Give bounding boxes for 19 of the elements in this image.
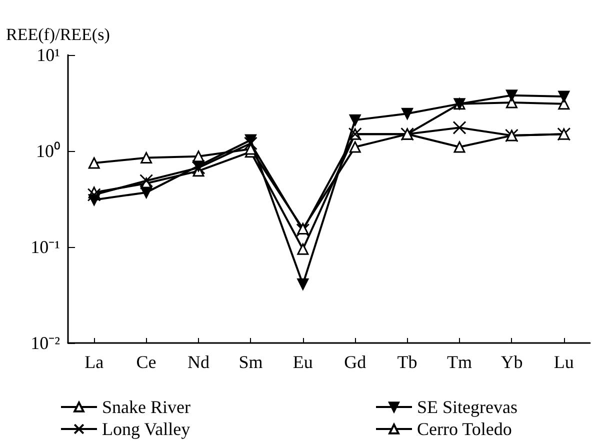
x-tick-label: Gd	[344, 352, 366, 372]
y-tick-label: 10⁻²	[30, 333, 60, 353]
x-tick-label: Nd	[188, 352, 210, 372]
y-tick-label: 10⁰	[36, 141, 60, 161]
x-tick-label: Eu	[292, 352, 313, 372]
y-tick-label: 10¹	[36, 45, 60, 65]
legend-label: SE Sitegrevas	[417, 397, 518, 417]
legend-label: Long Valley	[102, 419, 190, 439]
x-tick-label: Sm	[238, 352, 263, 372]
legend-label: Snake River	[102, 397, 190, 417]
x-tick-label: La	[84, 352, 104, 372]
legend-label: Cerro Toledo	[417, 419, 512, 439]
x-tick-label: Yb	[500, 352, 523, 372]
x-tick-label: Ce	[136, 352, 156, 372]
y-tick-label: 10⁻¹	[30, 237, 60, 257]
x-tick-label: Tb	[397, 352, 418, 372]
y-axis-title: REE(f)/REE(s)	[6, 25, 110, 44]
x-tick-label: Tm	[447, 352, 472, 372]
x-tick-label: Lu	[554, 352, 574, 372]
